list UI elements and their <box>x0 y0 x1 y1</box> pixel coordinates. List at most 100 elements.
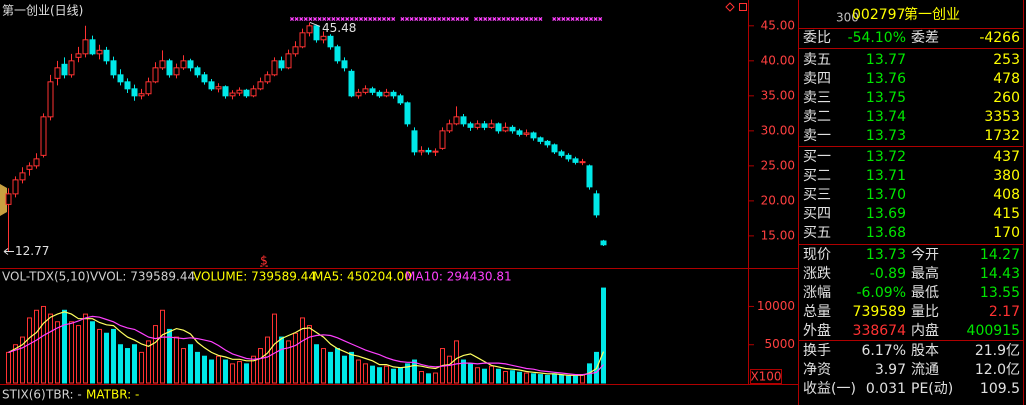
row-label: 买四 <box>803 206 831 222</box>
candle-body <box>523 132 530 135</box>
legend-item: MA10: 294430.81 <box>405 270 512 284</box>
signal-marker <box>335 16 341 22</box>
row-label: 买三 <box>803 187 831 203</box>
volume-bar <box>293 332 298 384</box>
y-tick-label: 35.00 <box>761 88 795 102</box>
volume-bar <box>216 355 221 384</box>
volume-bar <box>405 363 410 384</box>
candle-body <box>33 158 40 167</box>
signal-marker <box>349 16 354 22</box>
row-value: -54.10% <box>848 30 906 46</box>
signal-marker <box>510 16 515 22</box>
signal-marker <box>565 16 571 22</box>
row-value: 400915 <box>967 323 1020 339</box>
row-value: 13.69 <box>866 206 906 222</box>
min-label: 12.77 <box>15 244 49 258</box>
candle-body <box>481 123 488 128</box>
volume-bar <box>384 365 389 384</box>
code-prefix: 300 <box>836 11 859 25</box>
volume-bar <box>314 344 319 384</box>
candle-body <box>138 93 145 97</box>
row-value: 14.43 <box>980 266 1020 282</box>
candle-body <box>110 60 117 76</box>
signal-marker <box>515 16 520 22</box>
candle-body <box>306 25 313 34</box>
signal-marker <box>478 16 483 22</box>
row-value: -6.09% <box>856 285 906 301</box>
candle-body <box>264 74 271 83</box>
y-tick-label: 30.00 <box>761 123 795 137</box>
candle-body <box>152 67 159 83</box>
row-value: 253 <box>993 52 1020 68</box>
signal-marker <box>460 16 465 22</box>
volume-bar <box>20 336 25 384</box>
row-value: 13.75 <box>866 90 906 106</box>
volume-bar <box>209 359 214 384</box>
candle-body <box>551 144 558 153</box>
row-label: 外盘 <box>803 322 831 339</box>
candle-body <box>432 150 439 153</box>
row-label: 净资 <box>803 362 831 378</box>
signal-marker <box>372 16 377 22</box>
volume-bar <box>111 328 116 384</box>
candle-body <box>180 60 187 69</box>
row-label: 现价 <box>803 247 831 263</box>
candle-body <box>509 126 516 132</box>
row-value: 260 <box>993 90 1020 106</box>
signal-marker <box>464 16 469 22</box>
row-label: 卖二 <box>803 109 831 125</box>
row-value: 13.72 <box>866 149 906 165</box>
signal-marker <box>437 16 442 22</box>
signal-marker <box>496 16 502 22</box>
max-label: 45.48 <box>322 21 356 35</box>
candle-body <box>418 149 425 153</box>
candle-body <box>383 91 390 97</box>
row-label: 买一 <box>803 149 831 165</box>
volume-bar <box>342 355 347 384</box>
volume-bar <box>90 321 95 384</box>
volume-bar <box>27 317 32 384</box>
row-value: 437 <box>993 149 1020 165</box>
volume-bar <box>202 355 207 384</box>
candle-body <box>194 67 201 76</box>
candle-body <box>215 86 222 90</box>
candle-body <box>593 193 600 216</box>
volume-bar <box>41 305 46 384</box>
signal-marker <box>570 16 575 22</box>
signal-marker <box>446 16 451 22</box>
volume-bar <box>531 373 536 384</box>
volume-bar <box>559 374 564 384</box>
volume-bar <box>223 359 228 384</box>
volume-bar <box>146 340 151 384</box>
row-label: 委差 <box>911 30 939 46</box>
volume-bar <box>419 371 424 384</box>
axis-unit: X100 <box>750 370 781 384</box>
volume-bar <box>272 313 277 384</box>
volume-bar <box>328 351 333 384</box>
signal-marker <box>524 16 529 22</box>
candle-body <box>439 130 446 149</box>
row-value: 1732 <box>984 128 1020 144</box>
min-pointer <box>3 248 14 255</box>
icon-square <box>739 3 747 11</box>
volume-bar <box>251 355 256 384</box>
y-tick-label: 15.00 <box>761 228 795 242</box>
candle-body <box>236 89 243 94</box>
volume-bar <box>286 340 291 384</box>
volume-bar <box>566 375 571 384</box>
signal-marker <box>303 16 308 22</box>
candle-body <box>61 63 68 76</box>
y-tick-label: 45.00 <box>761 18 795 32</box>
signal-marker <box>289 16 295 22</box>
row-label: 流通 <box>911 362 939 378</box>
candle-body <box>89 39 96 55</box>
row-value: 13.68 <box>866 225 906 241</box>
row-value: 338674 <box>853 323 907 339</box>
candle-body <box>320 35 327 41</box>
volume-bar <box>412 359 417 384</box>
signal-marker <box>538 16 543 22</box>
candle-body <box>404 102 411 125</box>
row-value: 739589 <box>853 304 906 320</box>
signal-marker <box>363 16 368 22</box>
